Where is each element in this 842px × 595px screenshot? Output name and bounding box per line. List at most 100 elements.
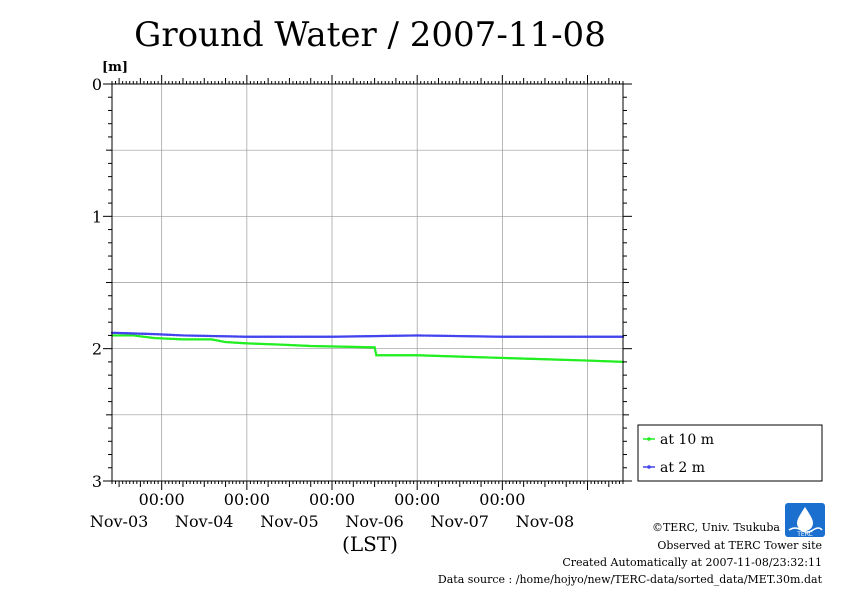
- data-point: [525, 335, 528, 338]
- data-point: [138, 332, 141, 335]
- legend-label-at-10m: at 10 m: [660, 432, 714, 448]
- data-point: [589, 359, 592, 362]
- data-point: [242, 335, 246, 338]
- data-point: [342, 345, 346, 348]
- data-point: [598, 335, 601, 338]
- data-point: [561, 335, 565, 338]
- x-time-label: 00:00: [394, 490, 440, 509]
- data-point: [150, 332, 153, 336]
- data-point: [184, 334, 188, 337]
- data-point: [209, 334, 212, 338]
- data-point: [355, 345, 358, 349]
- data-point: [290, 343, 293, 347]
- data-point: [583, 359, 586, 362]
- data-point: [162, 337, 166, 340]
- ticks: 0 1 2 3 00:00 00:00 00:00 00:00 00:00 Nov-03 Nov-0…: [90, 75, 632, 531]
- data-point: [510, 335, 513, 338]
- data-point: [276, 335, 279, 338]
- data-point: [312, 344, 315, 348]
- data-point: [327, 335, 331, 338]
- data-point: [333, 335, 337, 338]
- data-point: [318, 335, 322, 338]
- data-point: [367, 346, 370, 349]
- data-point: [595, 335, 598, 338]
- data-point: [169, 337, 172, 341]
- x-date-label: Nov-07: [431, 512, 489, 531]
- data-point: [565, 358, 568, 362]
- data-point: [175, 337, 178, 341]
- data-point: [342, 335, 346, 338]
- data-point: [543, 358, 547, 361]
- data-point: [260, 342, 263, 346]
- footer-source: Data source : /home/hojyo/new/TERC-data/…: [438, 573, 823, 586]
- data-point: [336, 335, 340, 338]
- data-point: [537, 335, 541, 338]
- data-point: [552, 335, 556, 338]
- data-point: [273, 335, 276, 338]
- x-time-label: 00:00: [224, 490, 270, 509]
- data-point: [352, 335, 355, 338]
- data-point: [397, 334, 401, 337]
- data-point: [257, 342, 260, 346]
- x-date-label: Nov-08: [516, 512, 574, 531]
- data-point: [612, 360, 616, 363]
- data-point: [150, 336, 153, 339]
- data-point: [294, 335, 297, 338]
- data-point: [501, 356, 504, 360]
- data-point: [607, 360, 610, 363]
- data-point: [404, 354, 407, 357]
- data-point: [549, 358, 553, 361]
- data-point: [129, 334, 132, 337]
- data-point: [443, 334, 446, 338]
- data-point: [555, 358, 559, 361]
- data-point: [565, 335, 568, 338]
- data-point: [324, 335, 328, 338]
- data-point: [248, 342, 251, 345]
- data-point: [113, 334, 117, 337]
- data-point: [156, 337, 159, 340]
- data-point: [153, 332, 156, 336]
- data-point: [230, 341, 233, 344]
- data-point: [452, 355, 455, 358]
- data-point: [431, 354, 434, 357]
- footer-credit: ©TERC, Univ. Tsukuba: [652, 521, 780, 534]
- data-point: [388, 334, 392, 338]
- data-point: [318, 345, 322, 348]
- data-point: [519, 335, 522, 338]
- data-point: [400, 334, 404, 337]
- data-point: [206, 334, 209, 338]
- data-point: [446, 355, 449, 358]
- data-point: [479, 335, 483, 338]
- data-point: [159, 333, 163, 336]
- data-point: [364, 335, 367, 338]
- data-point: [336, 345, 340, 348]
- series-markers-1: [110, 331, 625, 338]
- data-point: [132, 334, 135, 337]
- series-markers-0: [110, 334, 625, 364]
- data-point: [389, 354, 393, 357]
- data-point: [458, 355, 461, 358]
- y-tick-label: 0: [92, 75, 102, 94]
- grid: [112, 84, 623, 481]
- data-point: [218, 334, 221, 338]
- data-point: [293, 344, 297, 347]
- data-point: [546, 335, 550, 338]
- data-point: [507, 335, 510, 338]
- data-point: [612, 335, 616, 338]
- data-point: [510, 357, 513, 360]
- data-point: [373, 346, 376, 349]
- data-point: [604, 335, 607, 338]
- data-point: [285, 335, 288, 338]
- data-point: [440, 334, 443, 338]
- data-point: [467, 335, 471, 338]
- data-point: [122, 334, 126, 337]
- data-point: [412, 334, 416, 337]
- y-tick-label: 3: [92, 472, 102, 491]
- data-point: [540, 335, 544, 338]
- data-point: [401, 354, 404, 357]
- data-point: [419, 334, 422, 337]
- data-point: [215, 339, 219, 342]
- data-point: [571, 358, 574, 362]
- data-point: [215, 334, 218, 338]
- data-point: [166, 333, 169, 336]
